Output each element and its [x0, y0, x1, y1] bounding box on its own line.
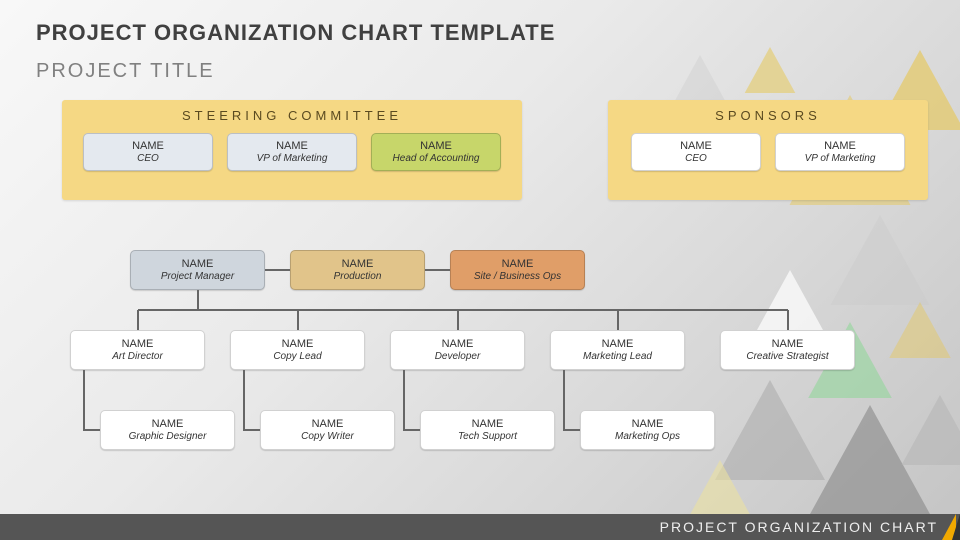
node-role: Marketing Ops	[615, 431, 680, 442]
node-role: Art Director	[112, 351, 163, 362]
footer-accent-icon-2	[952, 514, 960, 540]
panel-steering-title: STEERING COMMITTEE	[62, 108, 522, 123]
node-name: NAME	[502, 258, 534, 270]
org-edge	[83, 370, 85, 431]
node-role: Production	[334, 271, 382, 282]
org-edge	[425, 269, 450, 271]
node-role: Head of Accounting	[393, 153, 480, 164]
org-node-ad: NAMEArt Director	[70, 330, 205, 370]
org-edge	[138, 309, 788, 311]
org-node-mo: NAMEMarketing Ops	[580, 410, 715, 450]
node-name: NAME	[772, 338, 804, 350]
node-role: Site / Business Ops	[474, 271, 561, 282]
node-role: Copy Lead	[273, 351, 321, 362]
footer-bar: PROJECT ORGANIZATION CHART	[0, 514, 960, 540]
panel-node: NAMECEO	[83, 133, 213, 171]
node-role: Tech Support	[458, 431, 517, 442]
panel-node: NAMEVP of Marketing	[227, 133, 357, 171]
footer-label: PROJECT ORGANIZATION CHART	[660, 519, 938, 535]
node-role: CEO	[685, 153, 707, 164]
org-node-prod: NAMEProduction	[290, 250, 425, 290]
node-role: VP of Marketing	[805, 153, 876, 164]
node-name: NAME	[632, 418, 664, 430]
node-name: NAME	[420, 140, 452, 152]
node-name: NAME	[442, 338, 474, 350]
org-edge	[265, 269, 290, 271]
org-edge	[617, 310, 619, 330]
node-role: Project Manager	[161, 271, 234, 282]
panel-steering-committee: STEERING COMMITTEE NAMECEONAMEVP of Mark…	[62, 100, 522, 200]
node-name: NAME	[342, 258, 374, 270]
org-edge	[137, 310, 139, 330]
node-name: NAME	[122, 338, 154, 350]
node-name: NAME	[132, 140, 164, 152]
node-role: Copy Writer	[301, 431, 354, 442]
node-role: Creative Strategist	[746, 351, 828, 362]
node-role: CEO	[137, 153, 159, 164]
org-edge	[197, 290, 199, 310]
panel-sponsors: SPONSORS NAMECEONAMEVP of Marketing	[608, 100, 928, 200]
org-node-gd: NAMEGraphic Designer	[100, 410, 235, 450]
org-edge	[243, 370, 245, 431]
node-name: NAME	[602, 338, 634, 350]
panel-node: NAMECEO	[631, 133, 761, 171]
node-name: NAME	[472, 418, 504, 430]
org-edge	[244, 429, 260, 431]
node-name: NAME	[276, 140, 308, 152]
org-node-cs: NAMECreative Strategist	[720, 330, 855, 370]
node-name: NAME	[182, 258, 214, 270]
node-role: Graphic Designer	[129, 431, 207, 442]
org-node-ops: NAMESite / Business Ops	[450, 250, 585, 290]
page-subtitle: PROJECT TITLE	[36, 60, 215, 83]
org-edge	[457, 310, 459, 330]
org-edge	[297, 310, 299, 330]
org-edge	[403, 370, 405, 431]
panel-node: NAMEVP of Marketing	[775, 133, 905, 171]
org-edge	[563, 370, 565, 431]
panel-node: NAMEHead of Accounting	[371, 133, 501, 171]
panel-sponsors-title: SPONSORS	[608, 108, 928, 123]
org-node-ml: NAMEMarketing Lead	[550, 330, 685, 370]
org-edge	[564, 429, 580, 431]
org-node-ts: NAMETech Support	[420, 410, 555, 450]
org-node-cl: NAMECopy Lead	[230, 330, 365, 370]
node-name: NAME	[152, 418, 184, 430]
org-edge	[787, 310, 789, 330]
node-name: NAME	[824, 140, 856, 152]
org-node-cw: NAMECopy Writer	[260, 410, 395, 450]
page-title: PROJECT ORGANIZATION CHART TEMPLATE	[36, 20, 555, 46]
node-name: NAME	[282, 338, 314, 350]
node-role: Developer	[435, 351, 481, 362]
node-name: NAME	[680, 140, 712, 152]
node-role: VP of Marketing	[257, 153, 328, 164]
org-node-pm: NAMEProject Manager	[130, 250, 265, 290]
node-role: Marketing Lead	[583, 351, 652, 362]
org-edge	[84, 429, 100, 431]
org-edge	[404, 429, 420, 431]
org-node-dev: NAMEDeveloper	[390, 330, 525, 370]
node-name: NAME	[312, 418, 344, 430]
